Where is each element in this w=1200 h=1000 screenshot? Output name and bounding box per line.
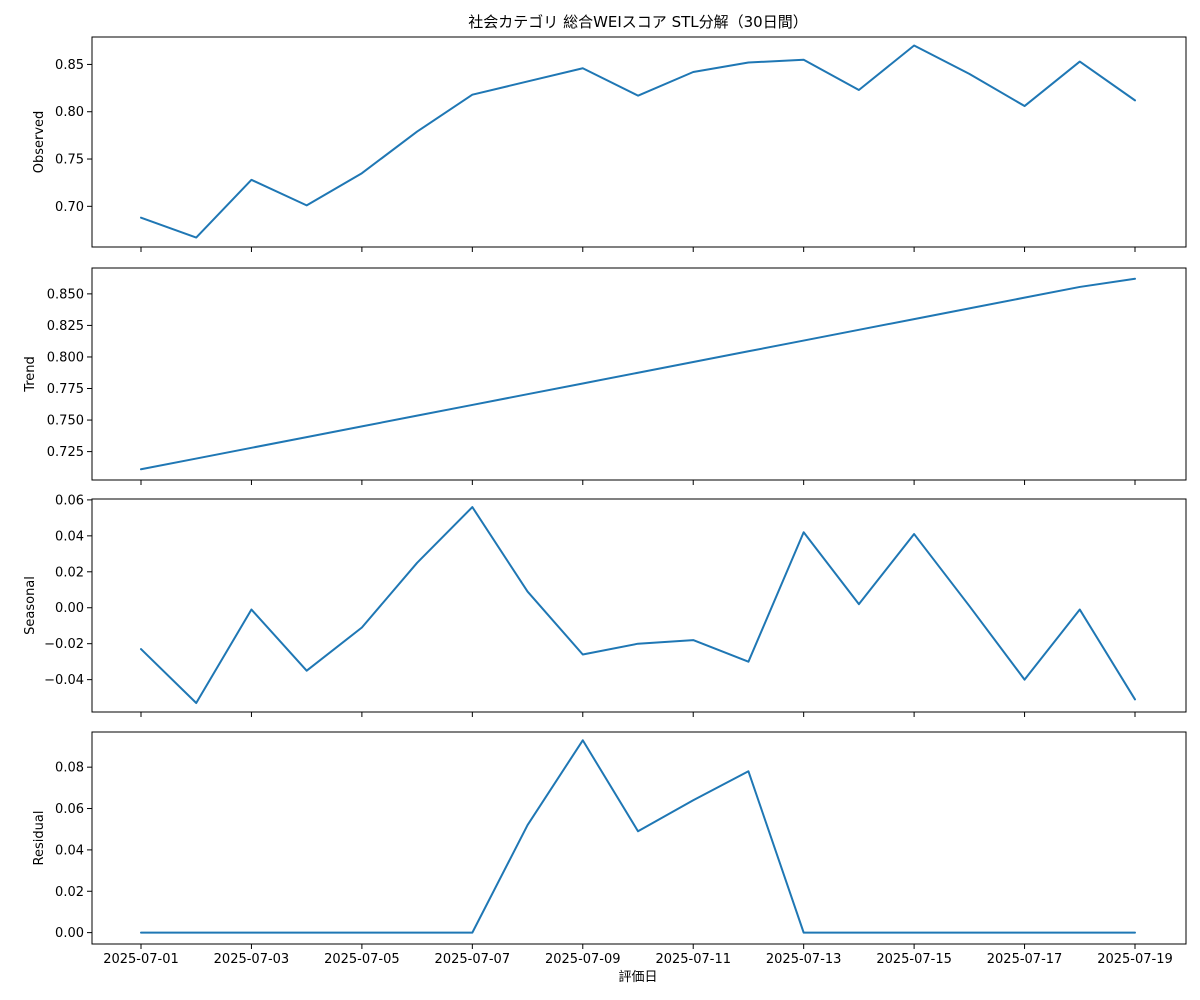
series-line-residual — [140, 739, 1136, 934]
y-axis-label: Trend — [23, 356, 38, 393]
panel-trend: 0.725 0.750 0.775 0.800 0.825 0.850 Trend — [23, 267, 1187, 485]
panel-seasonal: −0.04 −0.02 0.00 0.02 0.04 0.06 Seasonal — [23, 493, 1187, 717]
plot-frame — [91, 731, 1187, 945]
y-tick-label: 0.750 — [47, 414, 84, 429]
y-tick-label: 0.800 — [47, 350, 84, 365]
x-tick-label: 2025-07-03 — [214, 952, 290, 967]
y-tick-label: 0.06 — [55, 493, 84, 508]
x-axis-label: 評価日 — [618, 970, 657, 985]
y-tick-label: 0.825 — [47, 319, 84, 334]
x-tick-label: 2025-07-17 — [987, 952, 1063, 967]
y-tick-label: 0.02 — [55, 885, 84, 900]
plot-frame — [91, 498, 1187, 713]
y-tick-label: 0.08 — [55, 761, 84, 776]
panel-observed: 0.70 0.75 0.80 0.85 Observed — [32, 36, 1187, 252]
x-tick-label: 2025-07-07 — [435, 952, 511, 967]
plot-frame — [91, 36, 1187, 248]
x-tick-label: 2025-07-13 — [766, 952, 842, 967]
y-tick-label: 0.80 — [55, 105, 84, 120]
chart-title: 社会カテゴリ 総合WEIスコア STL分解（30日間） — [468, 13, 807, 31]
series-line-seasonal — [140, 506, 1136, 705]
y-axis-label: Seasonal — [23, 576, 38, 635]
panels-group: 0.700.750.800.85Observed0.7250.7500.7750… — [23, 36, 1187, 967]
y-tick-label: 0.02 — [55, 565, 84, 580]
y-tick-label: 0.85 — [55, 58, 84, 73]
x-tick-label: 2025-07-15 — [876, 952, 952, 967]
panel-residual: 0.00 0.02 0.04 0.06 0.08 Residual 2025-07-01 20… — [32, 731, 1187, 967]
series-line-observed — [140, 44, 1136, 239]
y-tick-label: 0.06 — [55, 802, 84, 817]
y-tick-label: 0.00 — [55, 926, 84, 941]
y-tick-label: 0.00 — [55, 601, 84, 616]
y-tick-label: 0.725 — [47, 445, 84, 460]
x-tick-label: 2025-07-19 — [1097, 952, 1173, 967]
series-line-trend — [140, 277, 1136, 471]
y-tick-label: −0.02 — [44, 637, 84, 652]
x-tick-label: 2025-07-09 — [545, 952, 621, 967]
y-tick-label: 0.04 — [55, 843, 84, 858]
y-tick-label: 0.775 — [47, 382, 84, 397]
plot-frame — [91, 267, 1187, 481]
y-axis-label: Residual — [32, 811, 47, 866]
x-tick-label: 2025-07-05 — [324, 952, 400, 967]
x-tick-label: 2025-07-01 — [103, 952, 179, 967]
y-axis-label: Observed — [32, 111, 47, 174]
y-tick-label: 0.850 — [47, 287, 84, 302]
y-tick-label: 0.75 — [55, 153, 84, 168]
y-tick-label: 0.70 — [55, 200, 84, 215]
x-tick-label: 2025-07-11 — [655, 952, 731, 967]
y-tick-label: 0.04 — [55, 529, 84, 544]
y-tick-label: −0.04 — [44, 673, 84, 688]
